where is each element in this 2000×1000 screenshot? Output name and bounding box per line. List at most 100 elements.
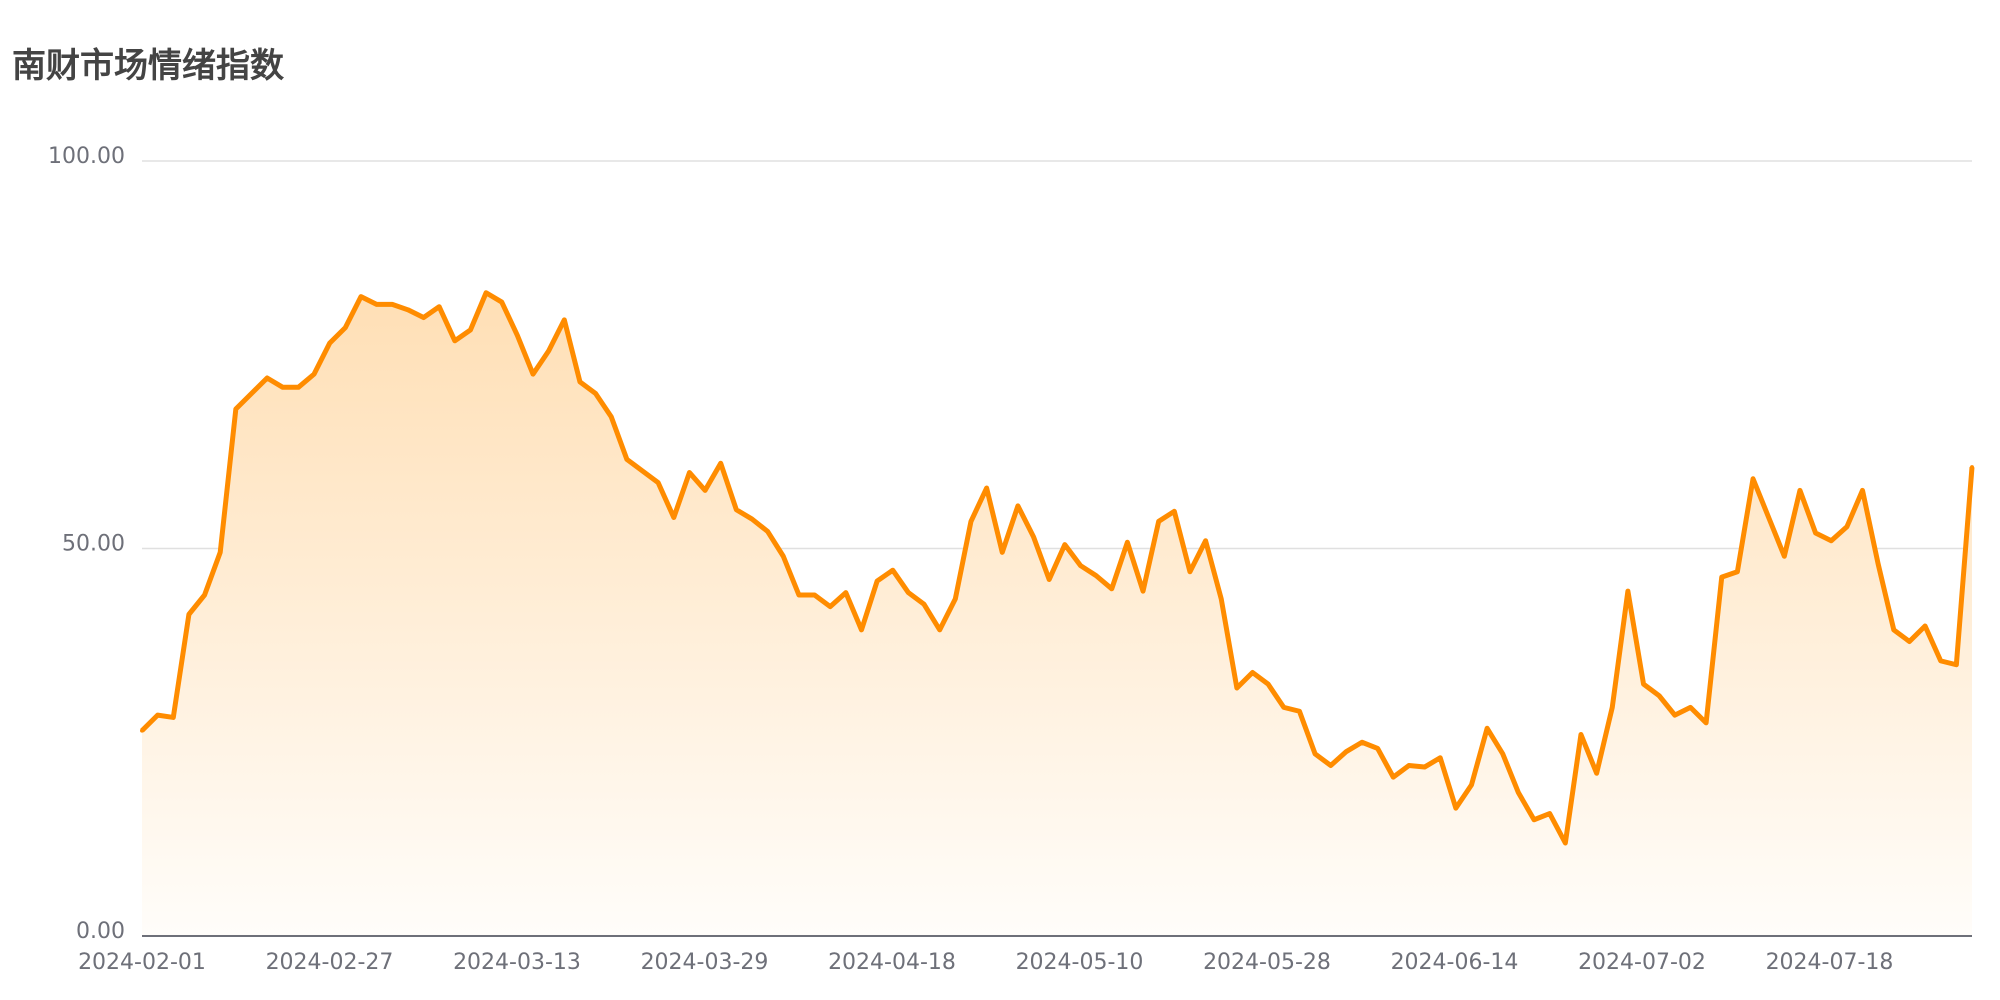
data-point (1563, 841, 1568, 845)
data-point (781, 554, 786, 559)
data-point (1203, 538, 1208, 543)
data-point (312, 372, 317, 377)
y-tick-label: 50.00 (62, 532, 125, 557)
x-tick-label: 2024-02-27 (266, 950, 394, 975)
data-point (1031, 534, 1036, 539)
data-point (1672, 713, 1677, 718)
data-point (515, 333, 520, 338)
data-point (1125, 540, 1130, 545)
data-point (374, 302, 379, 307)
data-point (249, 391, 254, 396)
data-point (1657, 693, 1662, 698)
x-tick-label: 2024-07-18 (1766, 950, 1894, 975)
data-point (202, 593, 207, 597)
data-point (1954, 662, 1959, 667)
data-point (1000, 550, 1005, 555)
data-point (1156, 519, 1161, 524)
data-point (140, 728, 144, 733)
data-point (1438, 755, 1443, 760)
data-point (280, 385, 285, 390)
data-point (1813, 531, 1818, 535)
data-point (1938, 658, 1943, 663)
data-point (1328, 763, 1333, 768)
data-point (1250, 670, 1255, 675)
data-point (484, 290, 489, 295)
data-point (1266, 682, 1271, 687)
data-point (1719, 575, 1724, 580)
data-point (1578, 732, 1583, 737)
data-point (1891, 627, 1896, 632)
data-point (1610, 705, 1615, 710)
data-point (1062, 542, 1067, 547)
data-point (218, 550, 223, 555)
data-point (390, 302, 395, 307)
data-point (1141, 589, 1146, 594)
data-point (437, 304, 442, 309)
data-point (1047, 577, 1052, 582)
data-point (1735, 569, 1740, 574)
data-point (233, 407, 238, 411)
data-point (155, 713, 160, 718)
data-point (859, 627, 864, 632)
data-point (358, 294, 363, 299)
data-point (562, 317, 567, 322)
data-point (1375, 746, 1380, 751)
data-point (1109, 586, 1114, 591)
data-point (1281, 705, 1286, 710)
data-point (765, 529, 770, 534)
data-point (640, 469, 645, 473)
data-point (843, 590, 848, 595)
data-point (953, 596, 958, 601)
x-tick-labels: 2024-02-01 2024-02-27 2024-03-13 2024-03-29… (78, 950, 1893, 975)
data-point (546, 348, 551, 353)
data-point (1923, 624, 1928, 628)
data-point (1688, 705, 1693, 710)
x-tick-label: 2024-02-01 (78, 950, 206, 975)
y-axis: 0.00 50.00 100.00 (48, 144, 125, 944)
data-point (812, 593, 817, 597)
data-point (609, 414, 614, 419)
data-point (1751, 476, 1756, 481)
data-point (1297, 709, 1302, 714)
x-tick-label: 2024-07-02 (1578, 950, 1706, 975)
data-point (750, 517, 754, 522)
data-point (327, 341, 332, 346)
data-point (1094, 573, 1099, 578)
data-point (1078, 563, 1083, 568)
data-point (828, 604, 833, 609)
data-point (1187, 569, 1192, 574)
x-tick-label: 2024-03-13 (453, 950, 581, 975)
data-point (577, 379, 582, 384)
y-tick-label: 0.00 (76, 919, 125, 944)
data-point (1500, 751, 1505, 756)
data-point (875, 579, 880, 584)
data-point (405, 307, 410, 312)
data-point (452, 338, 457, 343)
data-point (1313, 751, 1318, 756)
data-point (1829, 538, 1834, 543)
data-point (1516, 790, 1521, 795)
data-point (1797, 488, 1802, 493)
data-point (1172, 509, 1177, 514)
data-point (421, 315, 426, 320)
data-point (1641, 682, 1646, 687)
data-point (1219, 596, 1224, 601)
data-point (1422, 765, 1427, 770)
data-point (265, 376, 270, 380)
data-point (1234, 686, 1239, 690)
data-point (1594, 771, 1599, 776)
data-point (984, 486, 989, 491)
data-point (922, 602, 927, 607)
data-point (593, 391, 598, 396)
data-point (1876, 562, 1881, 566)
data-point (171, 715, 176, 720)
series-points (140, 290, 1974, 845)
data-point (734, 507, 739, 512)
data-point (796, 593, 801, 597)
data-point (1704, 720, 1709, 725)
x-tick-label: 2024-05-28 (1203, 950, 1331, 975)
series-line (140, 290, 1975, 846)
data-point (1907, 639, 1912, 644)
